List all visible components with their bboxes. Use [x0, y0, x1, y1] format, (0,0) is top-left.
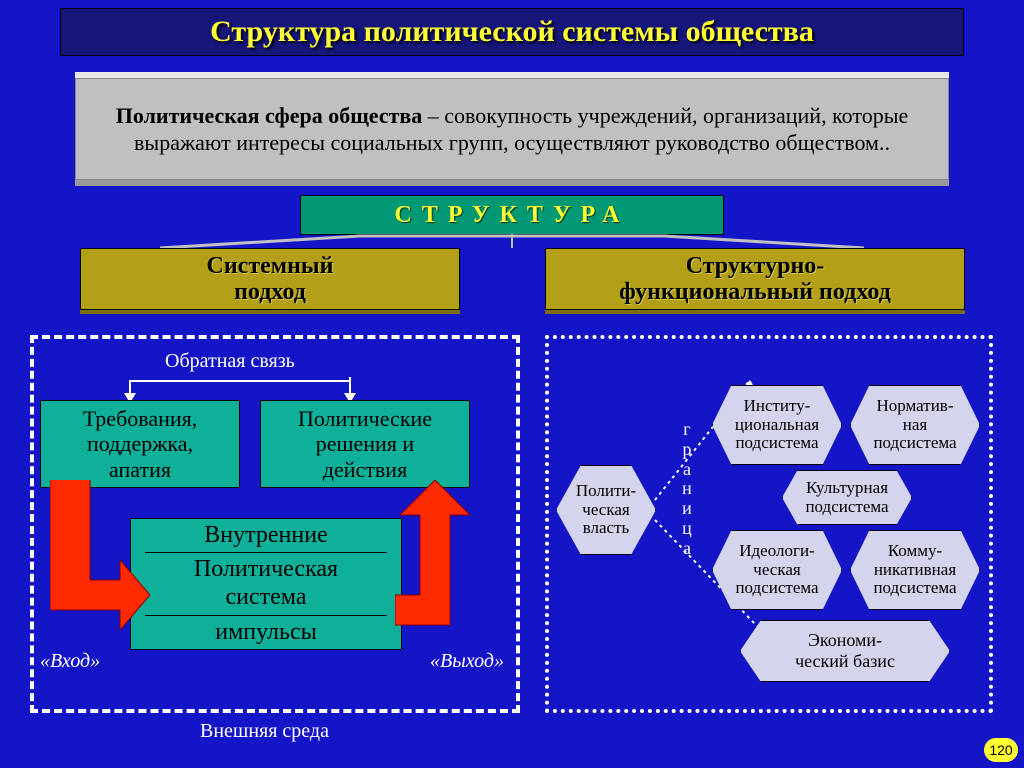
definition-box: Политическая сфера общества – совокупнос…: [75, 78, 949, 180]
decisions-box: Политические решения и действия: [260, 400, 470, 488]
normative-text: Норматив- ная подсистема: [873, 397, 956, 453]
economic-text: Экономи- ческий базис: [795, 630, 895, 671]
normative-subsystem: Норматив- ная подсистема: [850, 385, 980, 465]
approach-systemic-label: Системный подход: [207, 253, 334, 306]
communicative-subsystem: Комму- никативная подсистема: [850, 530, 980, 610]
page-number: 120: [989, 742, 1012, 758]
structura-label-box: СТРУКТУРА: [300, 195, 724, 235]
cultural-subsystem: Культурная подсистема: [782, 470, 912, 525]
slide-title: Структура политической системы общества: [60, 8, 964, 56]
input-label: «Вход»: [40, 650, 100, 673]
slide-title-text: Структура политической системы общества: [210, 15, 814, 49]
approach-systemic: Системный подход: [80, 248, 460, 310]
political-system-box: Внутренние Политическая система импульсы: [130, 518, 402, 650]
system-row-0: Внутренние: [145, 519, 386, 554]
approach-structural-label: Структурно- функциональный подход: [619, 253, 891, 306]
boundary-label: граница: [678, 420, 696, 559]
economic-basis: Экономи- ческий базис: [740, 620, 950, 682]
approach-structural: Структурно- функциональный подход: [545, 248, 965, 310]
definition-bold: Политическая сфера общества: [116, 103, 423, 128]
input-arrow: [50, 480, 150, 630]
cultural-text: Культурная подсистема: [805, 479, 888, 516]
output-arrow: [395, 480, 485, 630]
system-row-2: импульсы: [145, 616, 386, 650]
feedback-label: Обратная связь: [165, 350, 295, 373]
decisions-text: Политические решения и действия: [298, 406, 432, 482]
communicative-text: Комму- никативная подсистема: [873, 542, 956, 598]
political-power-text: Полити- ческая власть: [576, 482, 636, 538]
definition-content: Политическая сфера общества – совокупнос…: [106, 102, 918, 157]
page-number-badge: 120: [984, 738, 1018, 762]
output-label: «Выход»: [430, 650, 504, 673]
connector-lines: [160, 234, 864, 248]
environment-label: Внешняя среда: [200, 720, 329, 743]
requirements-text: Требования, поддержка, апатия: [83, 406, 198, 482]
requirements-box: Требования, поддержка, апатия: [40, 400, 240, 488]
institutional-subsystem: Институ- циональная подсистема: [712, 385, 842, 465]
feedback-arrow: [60, 375, 410, 403]
ideological-text: Идеологи- ческая подсистема: [735, 542, 818, 598]
ideological-subsystem: Идеологи- ческая подсистема: [712, 530, 842, 610]
structura-label: СТРУКТУРА: [395, 202, 630, 229]
institutional-text: Институ- циональная подсистема: [735, 397, 819, 453]
system-row-1: Политическая система: [145, 553, 386, 615]
